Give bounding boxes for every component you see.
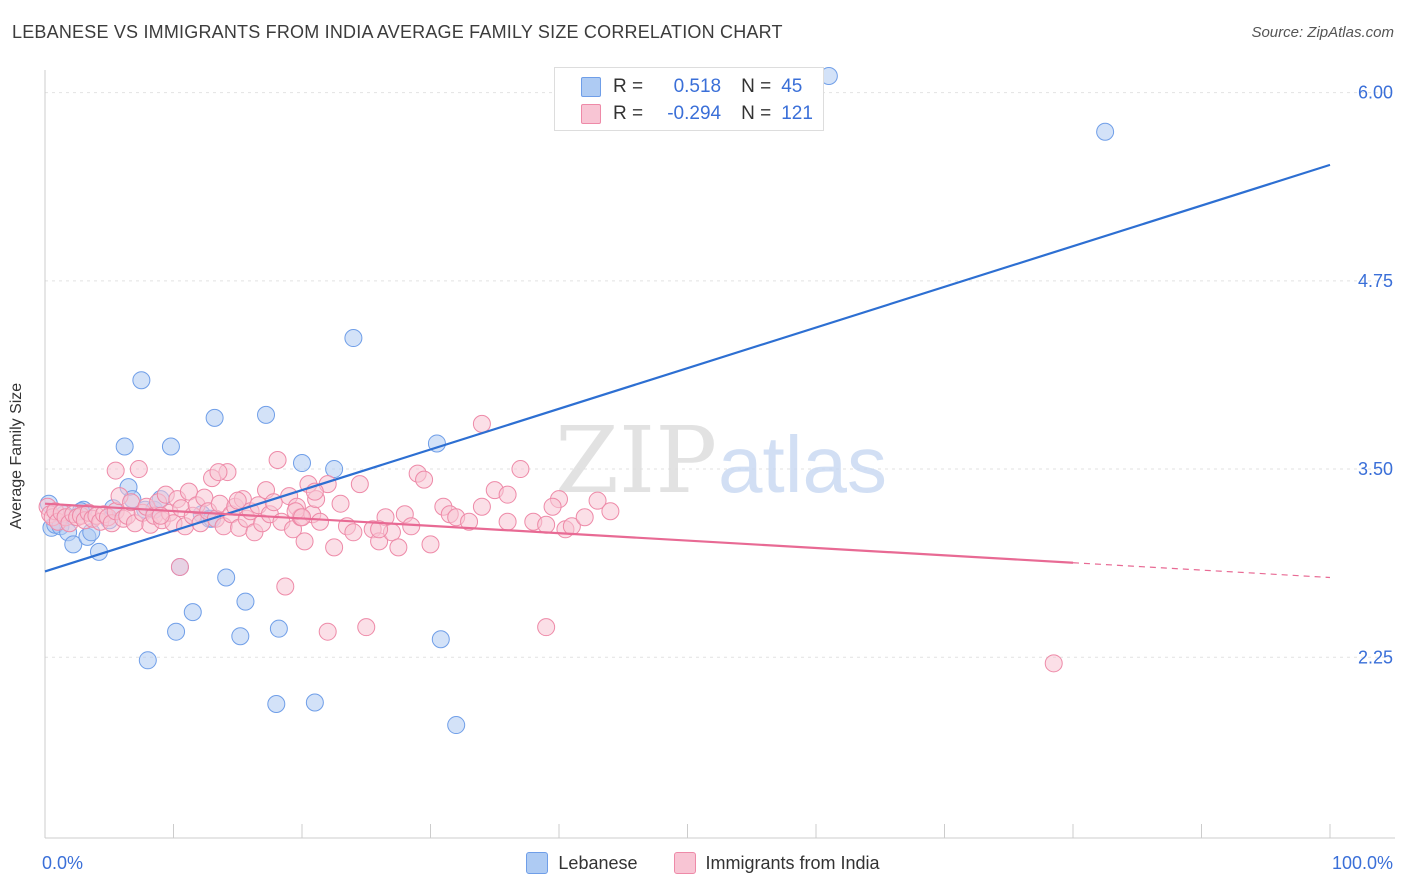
source-label: Source: ZipAtlas.com (1251, 24, 1394, 41)
data-point (205, 408, 224, 427)
data-point (295, 532, 314, 551)
data-point (183, 603, 202, 622)
legend-label-india: Immigrants from India (705, 852, 880, 873)
series-india (38, 414, 1063, 673)
data-point (460, 512, 479, 531)
data-point (389, 538, 408, 557)
swatch-lebanese (581, 77, 601, 97)
data-point (217, 568, 236, 587)
data-point (537, 618, 556, 637)
data-point (257, 405, 276, 424)
y-axis-label: Average Family Size (8, 382, 25, 530)
y-tick-label: 6.00 (1358, 83, 1393, 103)
data-point (293, 454, 311, 473)
trend-line (44, 163, 1331, 573)
data-point (1096, 122, 1115, 141)
legend-label-lebanese: Lebanese (558, 852, 638, 873)
data-point (318, 622, 337, 641)
data-point (472, 497, 491, 516)
data-point (310, 512, 329, 531)
chart-title: LEBANESE VS IMMIGRANTS FROM INDIA AVERAG… (12, 22, 783, 42)
r-value: -0.294 (667, 103, 722, 124)
swatch-india (581, 104, 601, 124)
data-point (228, 491, 247, 510)
data-point (305, 693, 324, 712)
data-point (161, 437, 180, 456)
trend-lines (44, 163, 1331, 579)
data-point (415, 470, 434, 489)
legend-item-india[interactable]: Immigrants from India (673, 852, 880, 874)
stats-legend: R = 0.518 N = 45 R = -0.294 N = 121 (554, 67, 824, 131)
watermark-atlas: atlas (718, 420, 887, 509)
data-point (1044, 654, 1063, 673)
data-point (64, 535, 83, 554)
data-point (370, 520, 389, 539)
data-point (421, 535, 440, 554)
data-point (601, 502, 620, 521)
r-value: 0.518 (673, 76, 722, 97)
data-point (588, 491, 607, 510)
data-point (115, 437, 134, 456)
data-point (402, 517, 421, 536)
data-point (331, 494, 350, 513)
data-point (209, 463, 228, 482)
legend-item-lebanese[interactable]: Lebanese (526, 852, 638, 874)
y-tick-label: 4.75 (1358, 271, 1393, 291)
data-point (344, 523, 363, 542)
x-tick-label: 100.0% (1332, 853, 1393, 873)
data-point (138, 651, 157, 670)
y-tick-labels: 6.00 4.75 3.50 2.25 (1358, 83, 1393, 668)
data-point (268, 451, 287, 470)
r-label: R = (613, 76, 644, 97)
x-tick-label: 0.0% (42, 853, 83, 873)
watermark: ZIP atlas (555, 407, 887, 514)
data-point (106, 461, 125, 480)
legend-swatch-lebanese (526, 852, 549, 874)
gridlines (45, 92, 1395, 658)
data-point (179, 482, 198, 501)
n-label: N = (741, 76, 772, 97)
data-point (231, 627, 250, 646)
y-tick-label: 3.50 (1358, 459, 1393, 479)
data-point (167, 622, 186, 641)
data-point (543, 497, 562, 516)
data-point (236, 592, 255, 611)
x-tick-labels: 0.0% 100.0% (42, 853, 1393, 873)
n-label: N = (741, 103, 772, 124)
data-point (498, 512, 517, 531)
stats-row-india: R = -0.294 N = 121 (581, 101, 813, 127)
watermark-zip: ZIP (555, 407, 717, 514)
trend-line (44, 502, 1074, 564)
data-point (344, 329, 363, 348)
y-tick-label: 2.25 (1358, 647, 1393, 667)
series-lebanese (39, 67, 1115, 735)
data-point (357, 618, 376, 637)
stats-row-lebanese: R = 0.518 N = 45 (581, 74, 802, 100)
data-point (276, 577, 295, 596)
legend-swatch-india (673, 852, 696, 874)
data-point (575, 508, 594, 527)
n-value: 45 (781, 76, 803, 97)
data-point (325, 538, 344, 557)
data-point (132, 371, 151, 390)
axes (44, 70, 1395, 839)
data-point (537, 515, 556, 534)
data-point (269, 619, 288, 638)
data-point (447, 716, 466, 735)
data-point (498, 485, 517, 504)
trend-line-extension (1072, 562, 1331, 579)
data-point (129, 460, 148, 479)
bottom-legend: Lebanese Immigrants from India (0, 852, 1406, 874)
data-point (511, 460, 530, 479)
data-point (267, 694, 286, 713)
data-point (350, 475, 369, 494)
r-label: R = (613, 103, 644, 124)
n-value: 121 (781, 103, 813, 124)
data-point (325, 460, 344, 479)
data-point (472, 414, 491, 433)
data-point (431, 630, 450, 649)
data-point (170, 557, 189, 576)
